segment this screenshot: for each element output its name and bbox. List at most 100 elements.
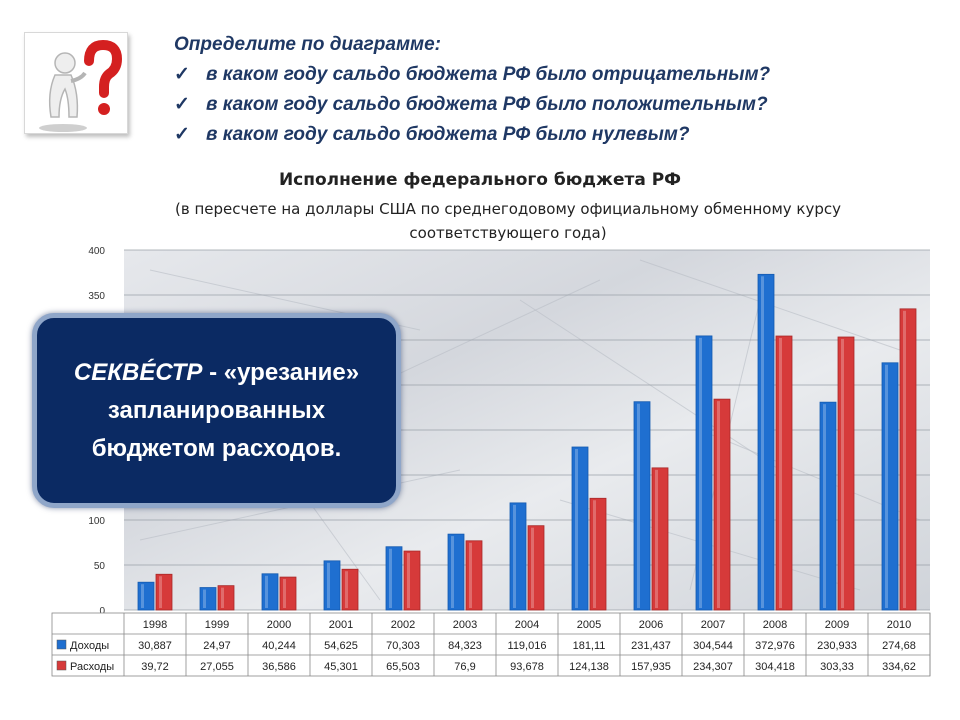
chart-title: Исполнение федерального бюджета РФ xyxy=(278,170,682,190)
bar-highlight xyxy=(885,364,888,608)
bar-income xyxy=(571,446,589,611)
bar-income xyxy=(199,587,217,611)
data-label: 24,97 xyxy=(203,640,231,652)
x-tick-label: 1999 xyxy=(205,619,229,631)
bar-highlight xyxy=(823,404,826,608)
bar-highlight xyxy=(451,536,454,608)
bar-expense xyxy=(279,576,297,611)
data-label: 231,437 xyxy=(631,640,671,652)
x-tick-label: 1998 xyxy=(143,619,167,631)
data-label: 84,323 xyxy=(448,640,482,652)
x-tick-label: 2003 xyxy=(453,619,477,631)
bar-highlight xyxy=(761,276,764,608)
bar-income xyxy=(447,533,465,611)
questions-block: Определите по диаграмме: ✓ в каком году … xyxy=(174,30,770,150)
data-label: 372,976 xyxy=(755,640,795,652)
y-tick-label: 350 xyxy=(88,291,105,302)
bar-highlight xyxy=(903,310,906,608)
y-tick-label: 100 xyxy=(88,516,105,527)
bar-highlight xyxy=(593,500,596,608)
data-table xyxy=(51,612,931,677)
bar-highlight xyxy=(141,584,144,608)
x-tick-label: 2004 xyxy=(515,619,539,631)
bar-highlight xyxy=(203,589,206,608)
bar-expense xyxy=(341,568,359,611)
bar-expense xyxy=(899,308,917,611)
bar-income xyxy=(633,401,651,611)
bar-expense xyxy=(837,336,855,611)
data-label: 39,72 xyxy=(141,661,169,673)
legend-label: Доходы xyxy=(70,640,109,652)
bar-highlight xyxy=(513,504,516,608)
x-tick-label: 2008 xyxy=(763,619,787,631)
bar-highlight xyxy=(389,548,392,608)
bar-income xyxy=(261,573,279,611)
data-label: 54,625 xyxy=(324,640,358,652)
data-label: 304,418 xyxy=(755,661,795,673)
question-text: в каком году сальдо бюджета РФ было поло… xyxy=(206,94,768,115)
checkmark-icon: ✓ xyxy=(174,94,190,115)
bar-income xyxy=(881,362,899,611)
bar-highlight xyxy=(327,562,330,608)
legend-label: Расходы xyxy=(70,661,114,673)
sequestration-definition: СЕКВÉСТР - «урезание» запланированных бю… xyxy=(74,354,359,468)
bar-income xyxy=(137,581,155,611)
question-text: в каком году сальдо бюджета РФ было нуле… xyxy=(206,124,690,145)
sequestration-definition-box: СЕКВÉСТР - «урезание» запланированных бю… xyxy=(32,313,401,508)
legend-swatch xyxy=(56,660,67,671)
data-label: 40,244 xyxy=(262,640,296,652)
x-tick-label: 2006 xyxy=(639,619,663,631)
x-tick-label: 2007 xyxy=(701,619,725,631)
data-label: 230,933 xyxy=(817,640,857,652)
bar-expense xyxy=(155,573,173,611)
bar-highlight xyxy=(265,575,268,608)
bar-highlight xyxy=(699,337,702,608)
checkmark-icon: ✓ xyxy=(174,124,190,145)
bar-highlight xyxy=(531,527,534,608)
definition-text: бюджетом расходов. xyxy=(91,434,342,462)
bar-highlight xyxy=(717,401,720,608)
x-tick-label: 2001 xyxy=(329,619,353,631)
bar-income xyxy=(385,546,403,611)
data-label: 36,586 xyxy=(262,661,296,673)
question-item: ✓ в каком году сальдо бюджета РФ было от… xyxy=(174,60,770,90)
bar-highlight xyxy=(221,587,224,608)
bar-highlight xyxy=(637,403,640,608)
chart-subtitle-line: (в пересчете на доллары США по среднегод… xyxy=(175,200,841,218)
data-label: 65,503 xyxy=(386,661,420,673)
data-label: 274,68 xyxy=(882,640,916,652)
bar-expense xyxy=(713,398,731,611)
questions-header: Определите по диаграмме: xyxy=(174,34,441,55)
checkmark-icon: ✓ xyxy=(174,64,190,85)
definition-text: - «урезание» xyxy=(209,358,360,386)
data-label: 119,016 xyxy=(508,640,547,652)
question-mark-figure-icon xyxy=(24,32,128,134)
bar-highlight xyxy=(655,469,658,608)
data-label: 234,307 xyxy=(693,661,733,673)
definition-text: запланированных xyxy=(107,396,326,424)
data-label: 124,138 xyxy=(569,661,609,673)
bar-highlight xyxy=(469,542,472,608)
y-tick-label: 0 xyxy=(99,606,105,617)
bar-highlight xyxy=(283,579,286,608)
data-label: 304,544 xyxy=(693,640,733,652)
x-tick-label: 2000 xyxy=(267,619,291,631)
bar-expense xyxy=(775,335,793,611)
bar-income xyxy=(757,273,775,611)
data-label: 45,301 xyxy=(324,661,358,673)
legend-swatch xyxy=(56,639,67,650)
data-label: 93,678 xyxy=(510,661,544,673)
y-tick-label: 400 xyxy=(88,246,105,257)
bar-expense xyxy=(651,467,669,611)
bar-highlight xyxy=(345,571,348,608)
bar-highlight xyxy=(575,449,578,608)
question-item: ✓ в каком году сальдо бюджета РФ было ну… xyxy=(174,120,770,150)
bar-highlight xyxy=(407,553,410,608)
data-label: 30,887 xyxy=(138,640,172,652)
definition-term: СЕКВÉСТР xyxy=(73,358,203,386)
data-label: 76,9 xyxy=(454,661,475,673)
question-item: ✓ в каком году сальдо бюджета РФ было по… xyxy=(174,90,770,120)
bar-income xyxy=(509,502,527,611)
bar-income xyxy=(695,335,713,611)
data-label: 27,055 xyxy=(200,661,234,673)
